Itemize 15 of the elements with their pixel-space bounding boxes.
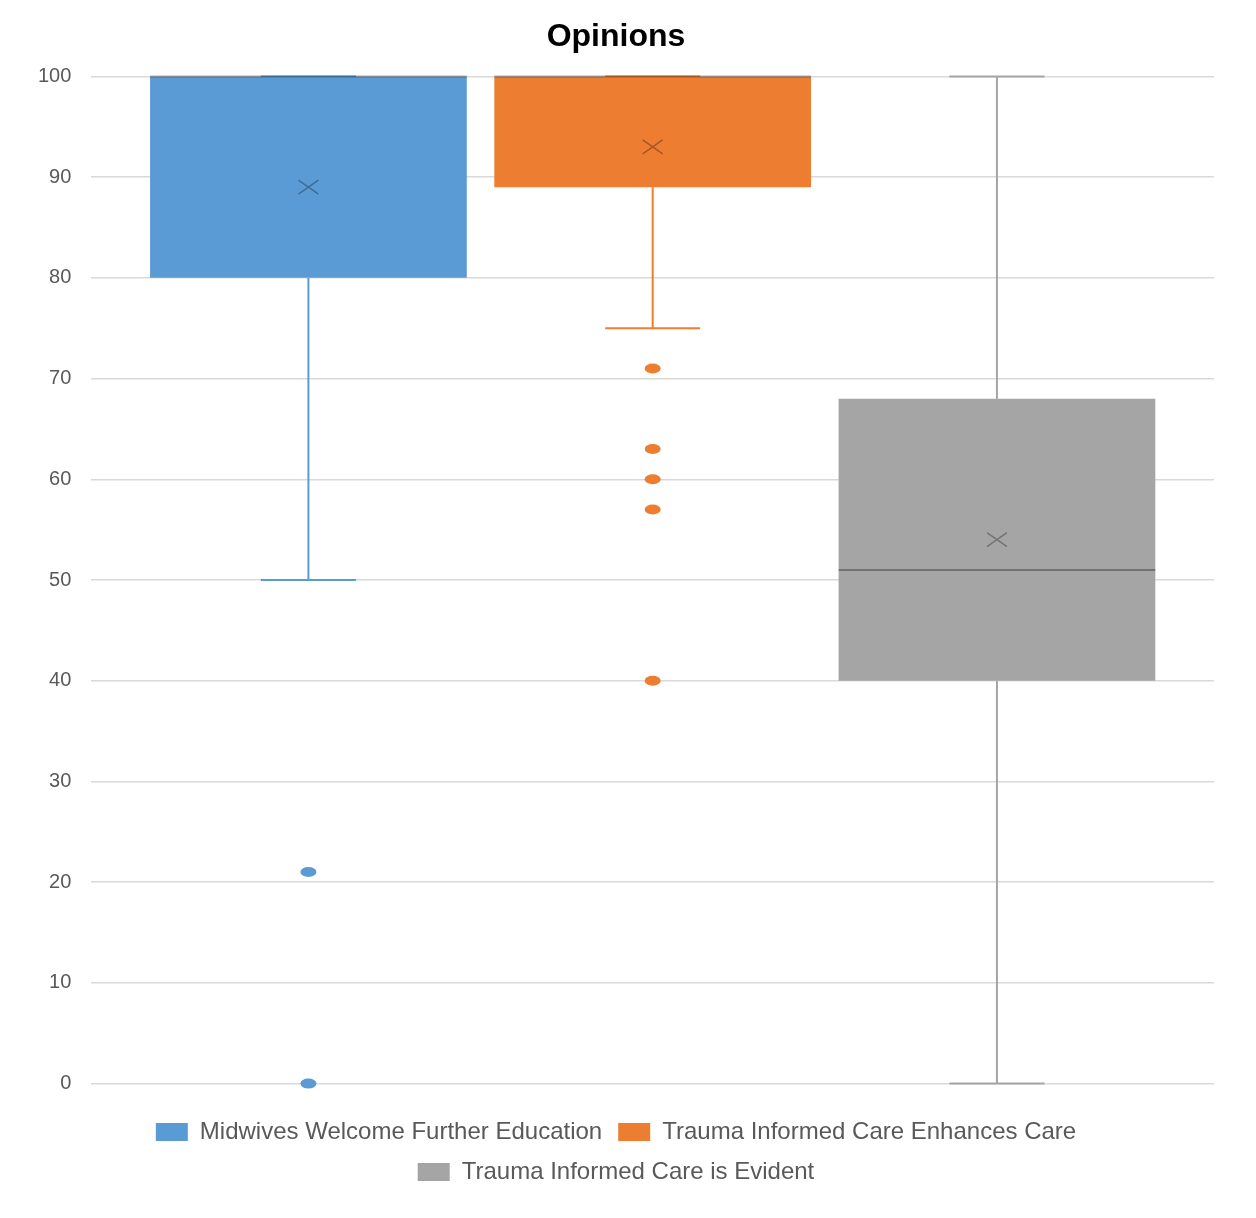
legend-label: Trauma Informed Care is Evident [461, 1156, 815, 1184]
y-tick-label: 80 [49, 265, 72, 288]
chart-title: Opinions [546, 17, 686, 54]
y-tick-label: 50 [49, 567, 72, 590]
y-tick-label: 30 [49, 768, 72, 791]
y-tick-label: 20 [49, 869, 72, 892]
legend-label: Midwives Welcome Further Education [199, 1116, 603, 1144]
y-tick-label: 90 [49, 164, 72, 187]
y-tick-label: 10 [49, 970, 72, 993]
y-tick-label: 60 [49, 466, 72, 489]
y-tick-label: 100 [37, 63, 72, 86]
y-tick-label: 0 [60, 1071, 72, 1094]
y-tick-label: 70 [49, 366, 72, 389]
y-tick-label: 40 [49, 668, 72, 691]
legend-label: Trauma Informed Care Enhances Care [662, 1116, 1077, 1144]
